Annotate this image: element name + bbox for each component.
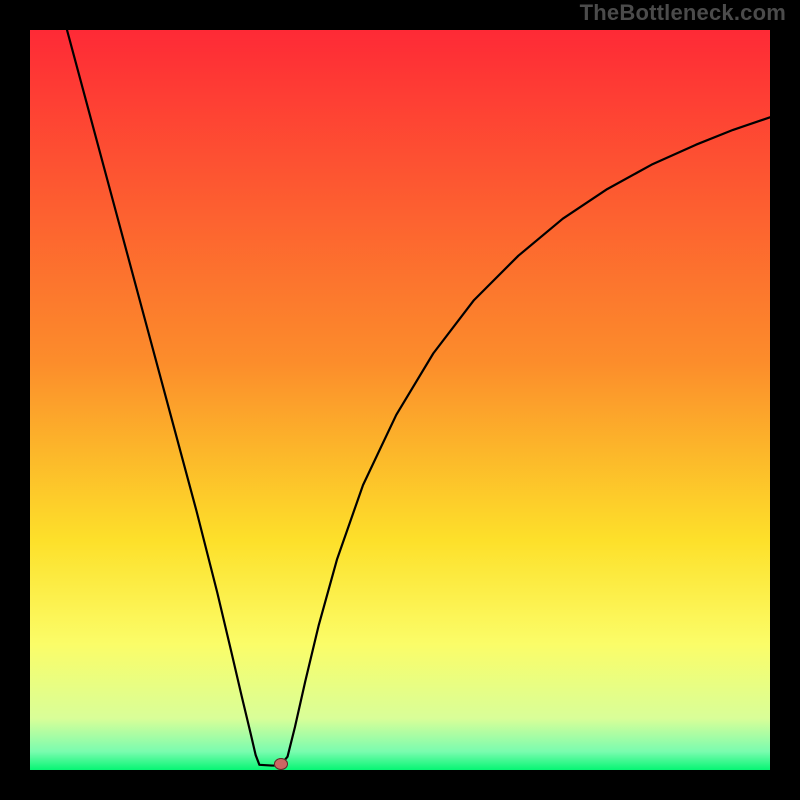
optimum-marker — [274, 758, 288, 770]
plot-area — [30, 30, 770, 770]
watermark-text: TheBottleneck.com — [580, 0, 786, 26]
chart-frame: TheBottleneck.com — [0, 0, 800, 800]
bottleneck-curve — [30, 30, 770, 770]
